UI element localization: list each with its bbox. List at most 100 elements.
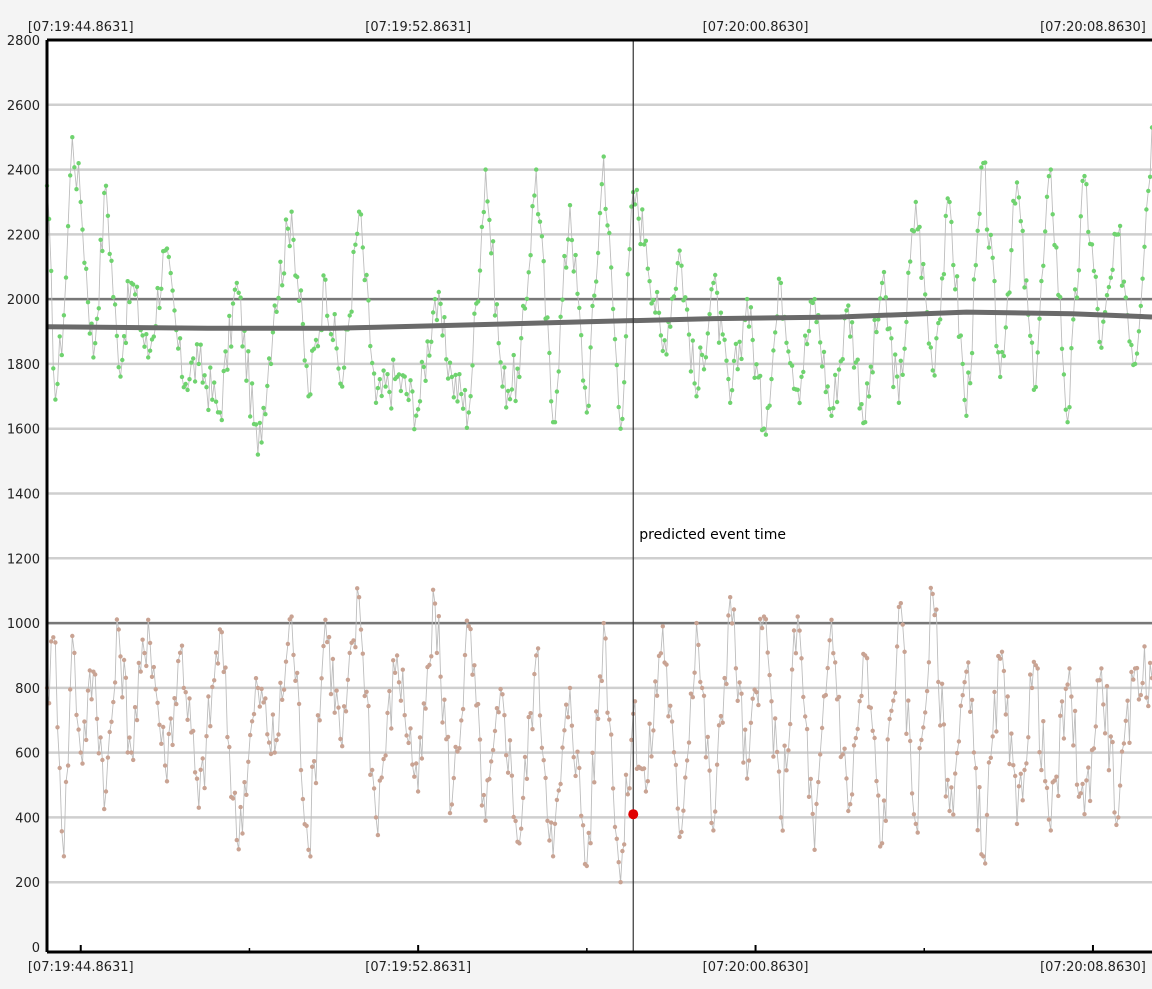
data-point	[185, 387, 190, 393]
data-point	[653, 679, 658, 684]
data-point	[983, 160, 988, 165]
data-point	[181, 685, 186, 691]
data-point	[481, 209, 486, 215]
data-point	[771, 348, 776, 353]
data-point	[726, 613, 731, 618]
data-point	[545, 818, 550, 823]
data-point	[909, 791, 915, 796]
data-point	[958, 703, 963, 708]
data-point	[496, 341, 501, 346]
data-point	[735, 698, 740, 703]
data-point	[261, 700, 266, 705]
data-point	[580, 378, 586, 383]
data-point	[971, 277, 977, 282]
data-point	[419, 359, 425, 365]
data-point	[934, 336, 939, 341]
data-point	[127, 735, 132, 740]
data-point	[782, 743, 787, 748]
data-point	[436, 289, 441, 295]
data-point	[1076, 794, 1082, 799]
data-point	[59, 352, 64, 358]
data-point	[172, 696, 177, 701]
data-point	[926, 341, 932, 346]
data-point	[968, 709, 973, 714]
data-point	[373, 400, 379, 405]
data-point	[1014, 821, 1020, 827]
data-point	[183, 381, 188, 387]
data-point	[1037, 750, 1042, 755]
data-point	[489, 759, 494, 764]
data-point	[276, 295, 281, 301]
data-point	[943, 794, 948, 799]
data-point	[1043, 779, 1048, 784]
data-point	[317, 718, 322, 723]
data-point	[281, 687, 287, 692]
data-point	[368, 343, 373, 349]
data-point	[400, 667, 405, 672]
data-point	[362, 693, 367, 699]
data-point	[419, 756, 425, 761]
data-point	[761, 426, 767, 431]
data-point	[941, 272, 947, 277]
data-point	[1013, 773, 1018, 779]
data-point	[612, 824, 618, 830]
data-point	[304, 823, 309, 828]
data-point	[192, 379, 198, 384]
data-point	[444, 357, 449, 362]
data-point	[1071, 743, 1076, 748]
data-point	[588, 841, 593, 846]
data-point	[176, 658, 181, 664]
data-point	[728, 595, 733, 600]
data-point	[1020, 798, 1025, 803]
data-point	[705, 734, 710, 740]
y-tick-label: 1400	[7, 488, 40, 503]
data-point	[379, 775, 384, 780]
data-point	[947, 199, 952, 205]
data-point	[705, 331, 710, 336]
data-point	[1058, 294, 1063, 300]
data-point	[457, 372, 462, 377]
data-point	[664, 352, 669, 357]
data-point	[872, 735, 877, 741]
data-point	[392, 670, 398, 675]
data-point	[778, 280, 784, 286]
data-point	[737, 680, 742, 685]
data-point	[1099, 345, 1104, 350]
data-point	[385, 710, 390, 716]
data-point	[773, 330, 778, 335]
data-point	[664, 662, 669, 667]
data-point	[116, 627, 121, 632]
series-3	[46, 309, 1152, 331]
data-point	[325, 313, 330, 318]
data-point	[971, 750, 977, 755]
data-point	[545, 315, 550, 320]
data-point	[59, 829, 64, 834]
data-point	[168, 716, 173, 721]
data-point	[975, 828, 980, 833]
data-point	[893, 690, 898, 695]
data-point	[481, 792, 486, 798]
data-point	[423, 378, 428, 383]
data-point	[562, 728, 567, 733]
data-point	[217, 410, 223, 415]
data-point	[164, 246, 170, 251]
data-point	[848, 802, 853, 807]
data-point	[321, 273, 326, 278]
data-point	[513, 398, 518, 404]
data-point	[565, 237, 571, 242]
data-point	[1007, 290, 1012, 295]
data-point	[146, 355, 151, 360]
data-point	[112, 302, 118, 307]
data-point	[733, 666, 739, 671]
data-point	[460, 706, 466, 712]
data-point	[432, 601, 438, 606]
data-point	[526, 714, 531, 720]
data-point	[964, 669, 969, 674]
data-point	[799, 656, 804, 661]
data-point	[502, 365, 507, 370]
data-point	[1011, 763, 1016, 768]
data-point	[720, 332, 725, 337]
data-point	[429, 339, 434, 344]
data-point	[213, 650, 219, 655]
